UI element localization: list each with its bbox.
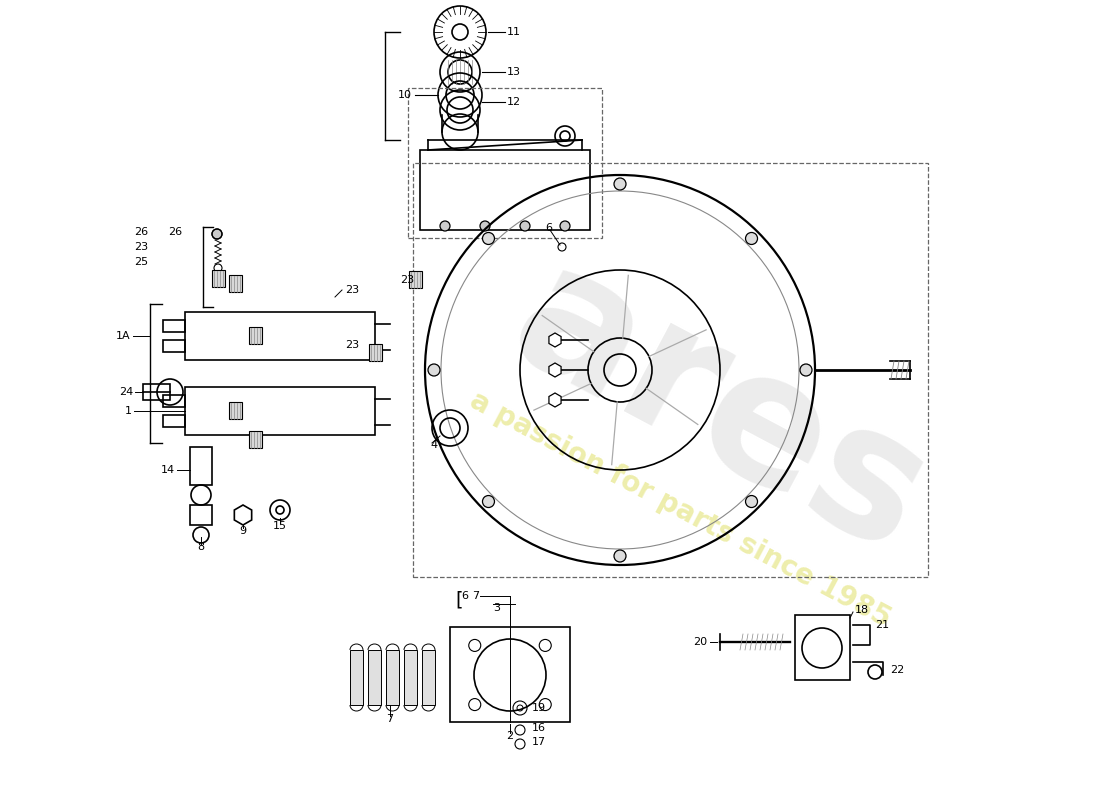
Bar <box>368 344 382 361</box>
Bar <box>163 340 185 352</box>
Text: 23: 23 <box>134 242 148 252</box>
Text: 13: 13 <box>507 67 521 77</box>
Bar <box>368 650 381 705</box>
Text: 17: 17 <box>532 737 546 747</box>
Text: 8: 8 <box>197 542 205 552</box>
Text: 1A: 1A <box>116 331 130 341</box>
Circle shape <box>428 364 440 376</box>
Text: 19: 19 <box>532 703 546 713</box>
Text: [: [ <box>455 590 462 610</box>
Bar <box>143 384 170 400</box>
Circle shape <box>746 233 758 245</box>
Bar <box>229 275 242 292</box>
Bar <box>422 650 435 705</box>
Text: 26: 26 <box>168 227 183 237</box>
Text: 24: 24 <box>119 387 133 397</box>
Bar <box>229 402 242 419</box>
Text: 20: 20 <box>693 637 707 647</box>
Text: 2: 2 <box>506 731 514 741</box>
Text: 21: 21 <box>874 620 889 630</box>
Text: 6: 6 <box>544 223 552 233</box>
Text: 11: 11 <box>507 27 521 37</box>
Bar <box>163 415 185 427</box>
Circle shape <box>520 221 530 231</box>
Bar <box>163 320 185 332</box>
Bar <box>249 327 262 344</box>
Bar <box>409 271 422 288</box>
Bar <box>450 627 570 722</box>
Bar <box>795 615 850 680</box>
Text: a passion for parts since 1985: a passion for parts since 1985 <box>464 386 895 634</box>
Circle shape <box>480 221 490 231</box>
Text: 7: 7 <box>472 591 480 601</box>
Circle shape <box>440 221 450 231</box>
Bar <box>249 431 262 448</box>
Circle shape <box>212 229 222 239</box>
Circle shape <box>614 550 626 562</box>
Circle shape <box>560 221 570 231</box>
Text: 14: 14 <box>161 465 175 475</box>
Text: 16: 16 <box>532 723 546 733</box>
Text: 23: 23 <box>345 285 359 295</box>
Text: 7: 7 <box>386 714 394 724</box>
Bar <box>190 505 212 525</box>
Bar <box>412 163 928 577</box>
Circle shape <box>614 178 626 190</box>
Circle shape <box>483 495 495 507</box>
Text: 26: 26 <box>134 227 148 237</box>
Bar <box>386 650 399 705</box>
Text: 25: 25 <box>134 257 148 267</box>
Text: 22: 22 <box>890 665 904 675</box>
Bar <box>163 395 185 407</box>
Text: 4: 4 <box>430 440 437 450</box>
Text: 6: 6 <box>461 591 468 601</box>
Text: 9: 9 <box>240 526 246 536</box>
Circle shape <box>800 364 812 376</box>
Bar <box>185 312 375 360</box>
Text: 23: 23 <box>345 340 359 350</box>
Text: ares: ares <box>484 229 956 591</box>
Bar <box>212 270 226 287</box>
Bar <box>185 387 375 435</box>
Bar <box>408 88 602 238</box>
Circle shape <box>746 495 758 507</box>
Circle shape <box>483 233 495 245</box>
Bar <box>190 447 212 485</box>
Text: 10: 10 <box>398 90 412 100</box>
Text: 12: 12 <box>507 97 521 107</box>
Bar <box>350 650 363 705</box>
Text: 23: 23 <box>400 275 414 285</box>
Text: 18: 18 <box>855 605 869 615</box>
Text: 3: 3 <box>493 603 500 613</box>
Text: 15: 15 <box>273 521 287 531</box>
Bar <box>404 650 417 705</box>
Bar <box>420 150 590 230</box>
Text: 1: 1 <box>125 406 132 416</box>
